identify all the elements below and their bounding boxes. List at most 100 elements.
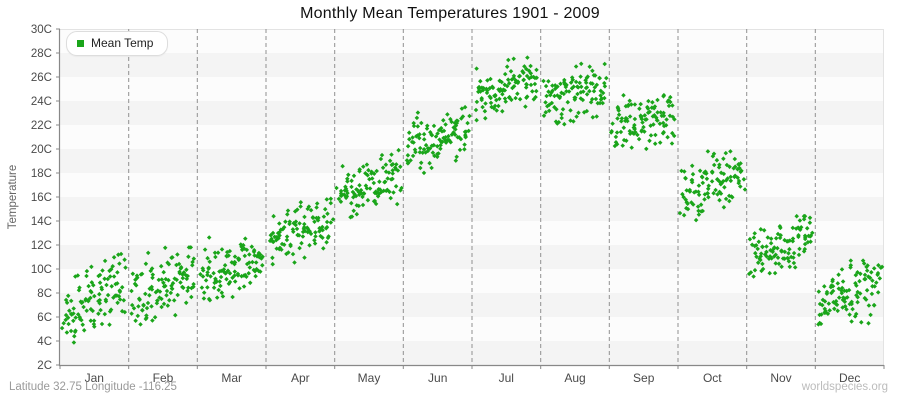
- scatter-point: [728, 174, 733, 180]
- scatter-point: [835, 281, 841, 286]
- scatter-point: [564, 89, 569, 94]
- scatter-point: [553, 86, 558, 91]
- scatter-point: [651, 122, 656, 127]
- x-month-label: Feb: [153, 371, 174, 385]
- scatter-point: [565, 99, 571, 105]
- scatter-point: [534, 67, 539, 73]
- scatter-point: [854, 283, 859, 288]
- scatter-point: [858, 271, 863, 277]
- scatter-point: [661, 129, 666, 135]
- scatter-point: [855, 299, 860, 305]
- scatter-point: [730, 194, 735, 200]
- scatter-point: [604, 75, 609, 81]
- scatter-point: [587, 64, 592, 69]
- scatter-point: [621, 125, 627, 130]
- scatter-point: [620, 143, 625, 148]
- scatter-point: [677, 210, 683, 216]
- scatter-point: [869, 291, 875, 297]
- scatter-point: [754, 254, 759, 259]
- y-tick-label: 26C: [31, 72, 52, 84]
- scatter-point: [798, 225, 804, 230]
- scatter-point: [693, 217, 699, 223]
- x-month-label: Mar: [221, 371, 242, 385]
- scatter-point: [599, 96, 604, 101]
- scatter-point: [786, 251, 791, 256]
- scatter-point: [578, 61, 584, 67]
- scatter-point: [723, 196, 729, 202]
- scatter-point: [524, 73, 530, 79]
- scatter-point: [738, 169, 743, 175]
- scatter-point: [580, 97, 586, 103]
- scatter-point: [819, 312, 824, 317]
- scatter-point: [868, 312, 873, 318]
- scatter-point: [848, 258, 854, 263]
- scatter-point: [591, 88, 597, 94]
- y-tick-label: 2C: [37, 360, 52, 372]
- scatter-point: [638, 101, 643, 107]
- scatter-point: [792, 265, 798, 270]
- scatter-point: [808, 239, 813, 244]
- scatter-point: [627, 128, 633, 134]
- scatter-point: [549, 90, 554, 95]
- plot-gridlines: [128, 29, 816, 365]
- scatter-point: [717, 162, 722, 168]
- scatter-point: [705, 186, 711, 192]
- legend: Mean Temp: [66, 31, 169, 56]
- scatter-point: [683, 175, 688, 181]
- scatter-point: [778, 233, 783, 238]
- scatter-point: [752, 231, 757, 236]
- scatter-point: [639, 116, 644, 122]
- y-tick-label: 6C: [37, 312, 52, 324]
- scatter-point: [711, 151, 717, 157]
- scatter-point: [687, 187, 693, 193]
- scatter-point: [822, 299, 828, 304]
- scatter-point: [697, 168, 703, 174]
- scatter-point: [857, 291, 863, 296]
- scatter-point: [526, 68, 532, 74]
- scatter-point: [670, 103, 675, 108]
- scatter-point: [705, 191, 710, 196]
- scatter-point: [794, 213, 799, 219]
- scatter-point: [871, 302, 877, 308]
- scatter-point: [665, 134, 670, 140]
- y-axis: 2C 4C 6C 8C 10C 12C 14C 16C 18C 20C 22C 24C 26C 28C 30…: [31, 24, 60, 372]
- scatter-point: [816, 289, 822, 294]
- scatter-point: [802, 246, 808, 252]
- scatter-point: [533, 94, 538, 100]
- scatter-point: [706, 194, 711, 200]
- scatter-point: [768, 240, 774, 246]
- scatter-point: [541, 78, 546, 84]
- y-tick-label: 18C: [31, 168, 52, 180]
- scatter-point: [525, 55, 530, 60]
- scatter-point: [575, 91, 580, 97]
- scatter-point: [700, 180, 706, 186]
- scatter-point: [592, 73, 598, 78]
- scatter-point: [573, 79, 579, 85]
- scatter-point: [664, 117, 669, 122]
- scatter-point: [716, 165, 722, 170]
- scatter-point: [515, 91, 520, 96]
- scatter-point: [842, 299, 848, 304]
- scatter-point: [785, 255, 790, 261]
- scatter-point: [575, 85, 581, 90]
- scatter-point: [642, 113, 648, 118]
- scatter-point: [849, 319, 854, 324]
- scatter-point: [775, 255, 781, 260]
- scatter-point: [585, 74, 590, 79]
- scatter-point: [597, 100, 603, 106]
- scatter-point: [764, 244, 769, 249]
- scatter-point: [772, 270, 778, 276]
- scatter-point: [609, 128, 614, 134]
- scatter-point: [728, 178, 734, 184]
- scatter-point: [864, 268, 870, 273]
- scatter-point: [803, 235, 808, 240]
- scatter-point: [790, 236, 796, 241]
- scatter-point: [775, 245, 780, 251]
- scatter-point: [871, 266, 877, 271]
- scatter-point: [524, 95, 529, 100]
- scatter-point: [632, 122, 637, 128]
- scatter-point: [685, 201, 690, 206]
- scatter-point: [721, 205, 727, 210]
- scatter-point: [517, 73, 523, 79]
- scatter-point: [558, 81, 563, 87]
